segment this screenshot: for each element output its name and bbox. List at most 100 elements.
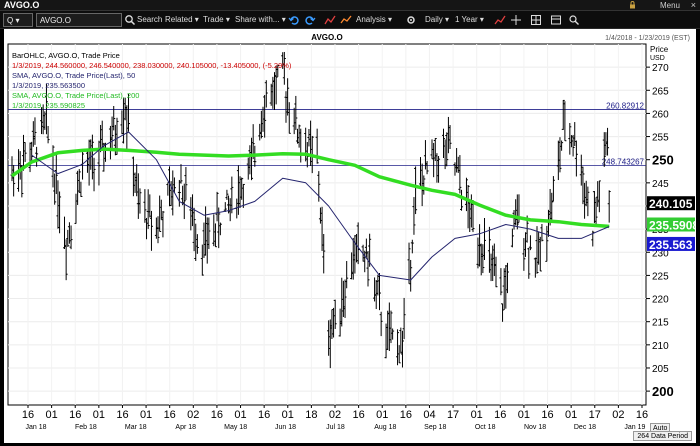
y-tick-label: 205 [652,364,669,375]
legend: BarOHLC, AVGO.O, Trade Price 1/3/2019, 2… [12,51,292,110]
interval-menu[interactable]: Daily ▾ [425,15,450,24]
legend-sma200-values: 1/3/2019, 235.590825 [12,101,85,110]
x-tick-label: 01 [45,409,57,421]
title-bar: AVGO.O Menu × [0,0,700,11]
search-button[interactable]: Search [137,15,163,24]
y-tick-label: 225 [652,271,669,282]
layout-icon[interactable] [550,14,562,26]
undo-icon[interactable] [288,14,300,26]
x-month-label: Aug 18 [374,424,396,431]
grid-icon[interactable] [530,14,542,26]
related-menu[interactable]: Related ▾ [165,15,199,24]
analysis-menu[interactable]: Analysis ▾ [356,15,393,24]
range-menu[interactable]: 1 Year ▾ [455,15,484,24]
close-button[interactable]: × [690,0,696,10]
horizontal-lines: 260.82912 248.743267 [8,102,646,167]
x-axis-ticks: 16 01 16 01 16 01 16 02 16 01 16 01 18 02 16 01 16 04 17 01… [22,405,648,431]
x-tick-label: 01 [565,409,577,421]
x-tick-label: 17 [589,409,601,421]
x-tick-label: 02 [612,409,624,421]
x-month-label: Jan 19 [624,424,645,431]
x-tick-label: 16 [400,409,412,421]
y-tick-label: 210 [652,341,669,352]
trade-menu[interactable]: Trade ▾ [203,15,230,24]
y-tick-label: 220 [652,295,669,306]
x-tick-label: 01 [282,409,294,421]
data-period-label: 264 Data Period [633,431,692,441]
y-tick-label: 215 [652,318,669,329]
y-axis-unit: USD [650,55,665,62]
x-tick-label: 02 [187,409,199,421]
y-tick-label: 255 [652,133,669,144]
last-price-badge-bg [647,196,695,211]
x-tick-label: 01 [376,409,388,421]
x-tick-label: 16 [636,409,648,421]
x-tick-label: 16 [22,409,34,421]
menu-button[interactable]: Menu [659,1,680,10]
last-price-badge: 240.105 [649,197,693,211]
x-month-label: Feb 18 [75,424,97,431]
grid [8,44,646,405]
sma200-badge: 235.5908 [649,219,696,233]
x-month-label: Nov 18 [524,424,546,431]
chart-area: AVGO.O 1/4/2018 - 1/23/2019 (EST) Price … [4,29,696,443]
y-tick-label: 245 [652,179,669,190]
x-month-label: Sep 18 [424,424,446,431]
reference-line-label: 248.743267 [602,158,645,167]
related-label: Related [165,15,193,24]
redo-icon[interactable] [304,14,316,26]
analysis-label: Analysis [356,15,386,24]
sma-lines [10,131,610,281]
x-month-label: Apr 18 [175,424,196,431]
x-month-label: Jan 18 [25,424,46,431]
price-chart[interactable]: AVGO.O 1/4/2018 - 1/23/2019 (EST) Price … [4,29,696,443]
x-month-label: Mar 18 [125,424,147,431]
y-tick-label: 250 [652,153,674,168]
sma50-line [31,131,610,281]
x-tick-label: 16 [494,409,506,421]
x-month-label: Jul 18 [326,424,345,431]
x-tick-label: 01 [518,409,530,421]
y-tick-label: 265 [652,86,669,97]
x-tick-label: 16 [211,409,223,421]
y-tick-label: 230 [652,248,669,259]
x-tick-label: 01 [471,409,483,421]
compare-icon[interactable] [494,14,506,26]
legend-ohlc-title: BarOHLC, AVGO.O, Trade Price [12,51,120,60]
x-tick-label: 16 [164,409,176,421]
share-menu[interactable]: Share with... ▾ [235,15,286,24]
reference-line-label: 260.82912 [606,102,644,111]
x-tick-label: 16 [541,409,553,421]
y-axis-title: Price [650,45,669,54]
draw-icon[interactable] [324,14,336,26]
trade-label: Trade [203,15,224,24]
x-tick-label: 01 [234,409,246,421]
x-month-label: Oct 18 [475,424,496,431]
legend-sma200-title: SMA, AVGO.O, Trade Price(Last), 200 [12,91,139,100]
x-month-label: Dec 18 [574,424,596,431]
zoom-icon[interactable] [568,14,580,26]
sma50-badge-bg [647,236,695,251]
legend-sma50-title: SMA, AVGO.O, Trade Price(Last), 50 [12,71,135,80]
x-tick-label: 17 [447,409,459,421]
x-tick-label: 04 [423,409,435,421]
symbol-type-dropdown[interactable]: Q ▾ [3,13,33,27]
sma200-line [10,147,610,229]
x-tick-label: 01 [93,409,105,421]
window-title: AVGO.O [4,0,40,10]
analysis-icon[interactable] [340,14,352,26]
settings-icon[interactable] [405,14,417,26]
x-tick-label: 16 [258,409,270,421]
search-icon[interactable] [124,14,136,26]
legend-ohlc-values: 1/3/2019, 244.560000, 246.540000, 238.03… [12,61,292,70]
toolbar: Q ▾ AVGO.O Search Related ▾ Trade ▾ Shar… [0,11,700,29]
lock-icon[interactable] [629,1,636,9]
crosshair-icon[interactable] [510,14,522,26]
interval-label: Daily [425,15,443,24]
y-tick-label: 200 [652,384,674,399]
symbol-input[interactable]: AVGO.O [36,13,122,27]
share-label: Share with... [235,15,280,24]
sma50-badge: 235.563 [649,238,693,252]
sma200-badge-bg [647,217,695,232]
legend-sma50-values: 1/3/2019, 235.563500 [12,81,85,90]
